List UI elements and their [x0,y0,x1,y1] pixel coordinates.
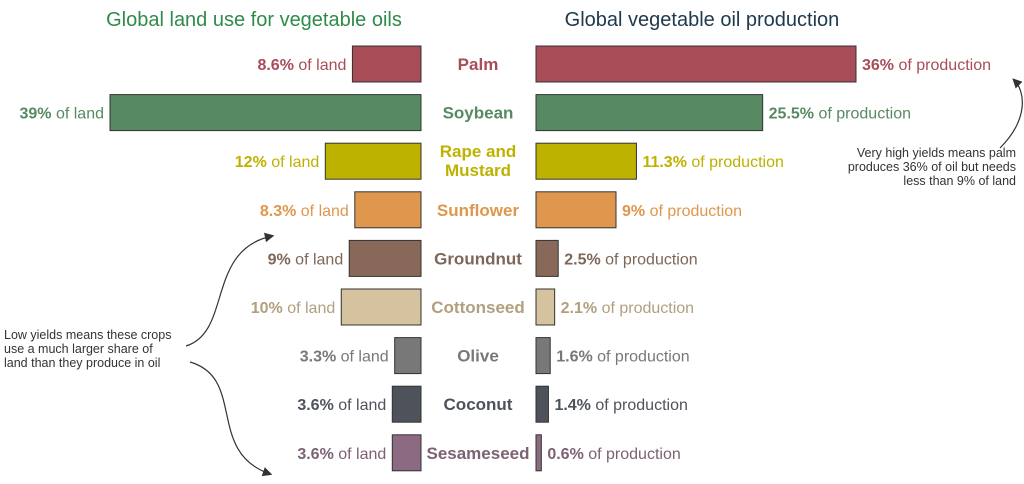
land-bar [391,434,422,472]
crop-name: Groundnut [434,249,522,268]
crop-row: Palm 8.6% of land 36% of production [257,45,991,83]
land-bar [354,191,422,229]
crop-row: Coconut 3.6% of land 1.4% of production [297,385,688,423]
crop-name: Sesameseed [426,444,529,463]
land-bar [109,94,422,132]
land-label: 10% of land [251,300,336,317]
left-title: Global land use for vegetable oils [106,9,402,31]
crop-row: Rape and Mustard 12% of land 11.3% of produ… [235,142,784,180]
production-bar [535,142,637,180]
land-label: 39% of land [19,106,104,123]
production-label: 25.5% of production [769,106,911,123]
land-label: 8.6% of land [257,57,346,74]
crop-name: Olive [457,347,499,366]
crop-row: Sesameseed 3.6% of land 0.6% of production [297,434,681,472]
production-label: 11.3% of production [642,154,783,171]
palm-annotation: Very high yields means palm produces 36% … [848,146,1016,188]
low-yield-annotation: Low yields means these crops use a much l… [4,328,171,370]
down-arrow [189,361,273,477]
production-bar [535,94,764,132]
land-bar [340,288,422,326]
crop-name: Palm [458,55,499,74]
production-label: 9% of production [622,203,742,220]
land-label: 12% of land [235,154,320,171]
production-label: 1.4% of production [554,397,687,414]
crop-name: Cottonseed [431,298,525,317]
production-bar [535,434,542,472]
production-bar [535,191,617,229]
land-bar [324,142,422,180]
crop-row: Sunflower 8.3% of land 9% of production [260,191,742,229]
production-label: 36% of production [862,57,991,74]
production-label: 0.6% of production [547,446,680,463]
production-bar [535,385,549,423]
production-bar [535,45,857,83]
land-label: 8.3% of land [260,203,349,220]
crop-name: Rape and Mustard [440,142,517,180]
land-bar [348,239,422,277]
annotations: Very high yields means palm produces 36% … [4,78,1023,477]
land-label: 9% of land [268,251,344,268]
crop-name: Soybean [443,104,514,123]
land-label: 3.3% of land [300,349,389,366]
production-bar [535,288,556,326]
chart-rows: Palm 8.6% of land 36% of production Soybean… [19,45,991,472]
production-label: 2.5% of production [564,251,697,268]
crop-name: Sunflower [437,201,520,220]
production-bar [535,337,551,375]
land-label: 3.6% of land [297,446,386,463]
right-title: Global vegetable oil production [565,9,840,31]
land-label: 3.6% of land [297,397,386,414]
production-bar [535,239,559,277]
crop-row: Olive 3.3% of land 1.6% of production [300,337,690,375]
land-bar [394,337,422,375]
production-label: 1.6% of production [556,349,689,366]
palm-arrow [999,78,1023,149]
land-bar [391,385,422,423]
up-arrow [185,232,275,347]
production-label: 2.1% of production [561,300,694,317]
crop-name: Coconut [444,395,513,414]
land-bar [351,45,422,83]
crop-row: Cottonseed 10% of land 2.1% of production [251,288,694,326]
crop-row: Groundnut 9% of land 2.5% of production [268,239,698,277]
crop-row: Soybean 39% of land 25.5% of production [19,94,911,132]
